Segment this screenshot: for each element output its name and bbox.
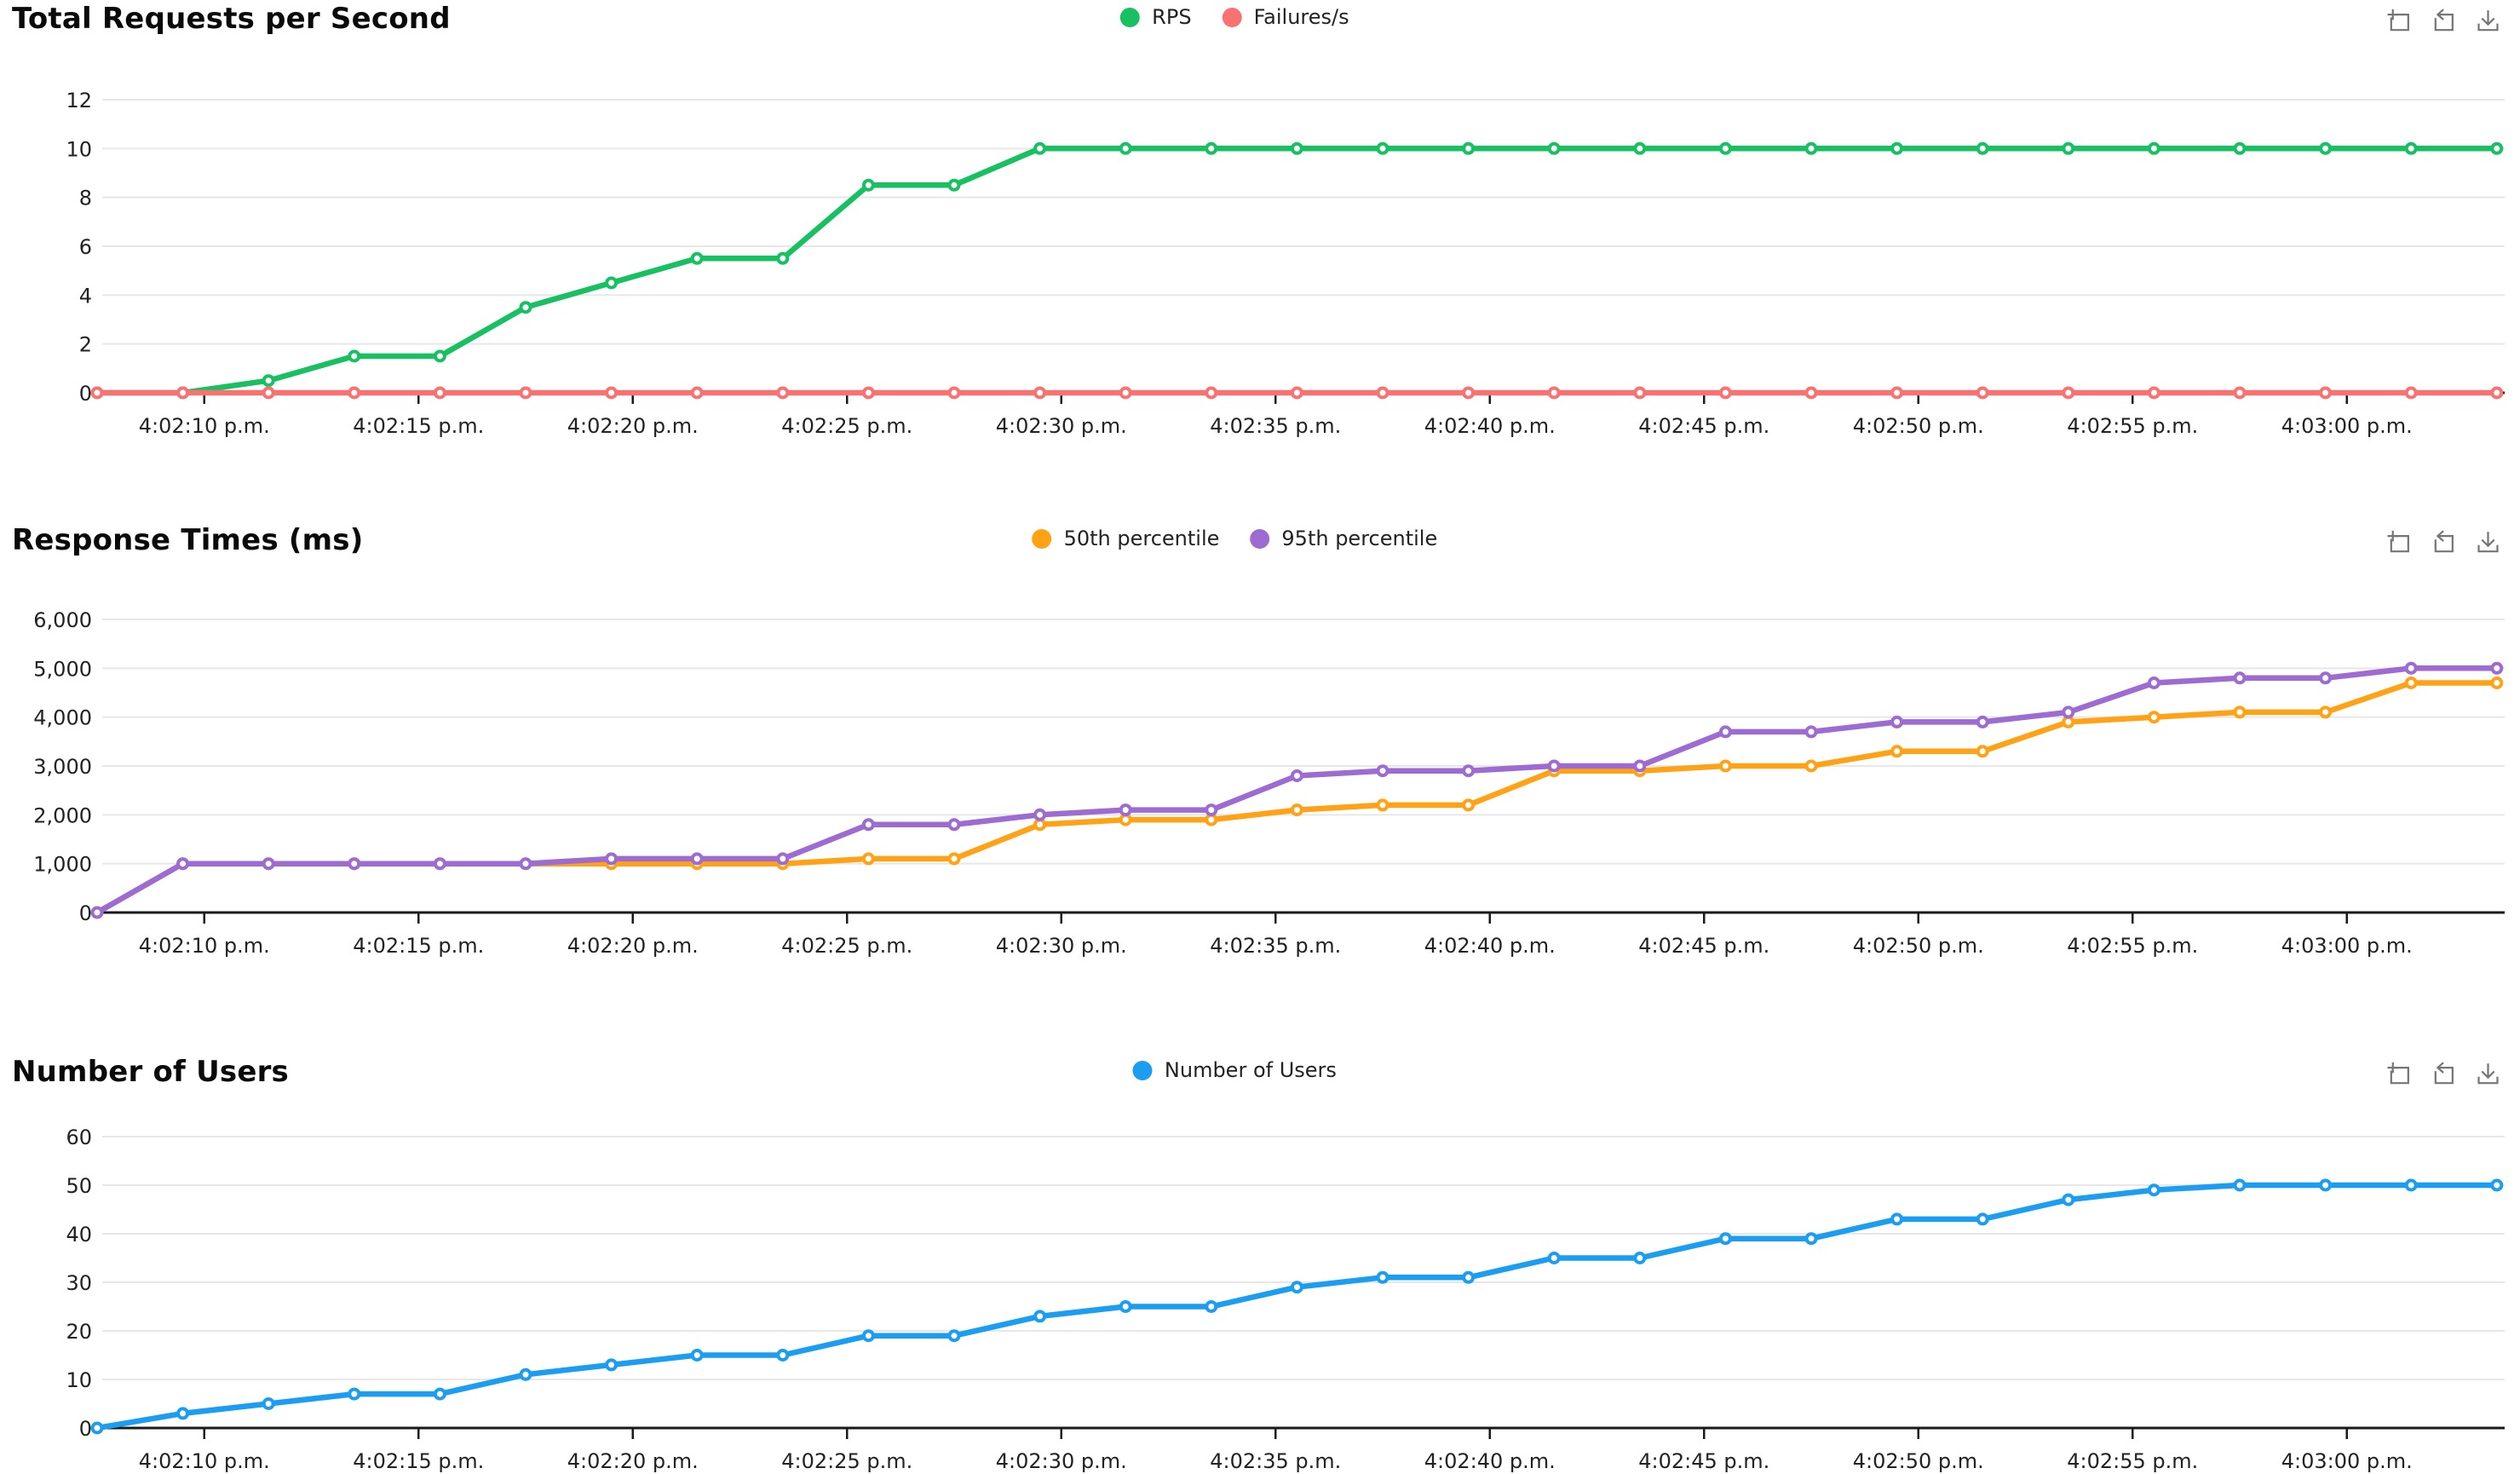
svg-text:4:02:45 p.m.: 4:02:45 p.m. <box>1638 1449 1769 1473</box>
requests-per-second-plot[interactable]: 0 2 4 6 8 10 12 4:02:10 p.m. 4:02:15 p.m. 4:02:20… <box>0 0 2520 510</box>
download-icon[interactable] <box>2475 1062 2501 1088</box>
download-icon[interactable] <box>2475 530 2501 556</box>
legend-marker-icon <box>1132 1060 1153 1080</box>
svg-text:6,000: 6,000 <box>33 608 92 632</box>
svg-text:4:02:15 p.m.: 4:02:15 p.m. <box>353 934 484 958</box>
chart-toolbox <box>2386 9 2501 35</box>
svg-text:4:02:55 p.m.: 4:02:55 p.m. <box>2067 1449 2198 1473</box>
total-rps-chart-section: Total Requests per Second RPS Failures/s … <box>0 0 2520 510</box>
svg-text:4:02:30 p.m.: 4:02:30 p.m. <box>996 1449 1127 1473</box>
svg-text:4:02:55 p.m.: 4:02:55 p.m. <box>2067 934 2198 958</box>
svg-text:4:02:35 p.m.: 4:02:35 p.m. <box>1210 934 1341 958</box>
svg-text:4:02:45 p.m.: 4:02:45 p.m. <box>1638 934 1769 958</box>
legend-item-failures-s[interactable]: Failures/s <box>1222 5 1349 29</box>
svg-text:10: 10 <box>66 137 92 161</box>
svg-text:0: 0 <box>79 1417 92 1441</box>
svg-text:0: 0 <box>79 382 92 406</box>
legend-label: RPS <box>1152 5 1192 29</box>
chart-title: Response Times (ms) <box>12 523 364 557</box>
chart-title: Total Requests per Second <box>12 2 451 36</box>
svg-text:40: 40 <box>66 1223 92 1247</box>
svg-text:10: 10 <box>66 1368 92 1392</box>
svg-text:4:02:20 p.m.: 4:02:20 p.m. <box>567 1449 699 1473</box>
svg-text:4:02:10 p.m.: 4:02:10 p.m. <box>139 414 270 438</box>
svg-text:4:02:20 p.m.: 4:02:20 p.m. <box>567 934 699 958</box>
svg-text:4:02:15 p.m.: 4:02:15 p.m. <box>353 414 484 438</box>
response-times-chart-section: Response Times (ms) 50th percentile 95th … <box>0 510 2520 1038</box>
svg-text:1,000: 1,000 <box>33 853 92 877</box>
restore-icon[interactable] <box>2431 9 2457 35</box>
download-icon[interactable] <box>2475 9 2501 35</box>
svg-text:4:02:25 p.m.: 4:02:25 p.m. <box>781 934 912 958</box>
number-of-users-plot[interactable]: 0 10 20 30 40 50 60 4:02:10 p.m. 4:02:15 p.m. 4:0… <box>0 1038 2520 1474</box>
svg-text:4,000: 4,000 <box>33 706 92 730</box>
svg-text:4:02:40 p.m.: 4:02:40 p.m. <box>1424 934 1556 958</box>
chart-legend: Number of Users <box>1132 1058 1337 1082</box>
svg-text:4:02:10 p.m.: 4:02:10 p.m. <box>139 934 270 958</box>
legend-marker-icon <box>1032 528 1052 549</box>
svg-text:4:02:35 p.m.: 4:02:35 p.m. <box>1210 1449 1341 1473</box>
svg-text:4:02:50 p.m.: 4:02:50 p.m. <box>1853 934 1984 958</box>
svg-text:4:02:20 p.m.: 4:02:20 p.m. <box>567 414 699 438</box>
svg-text:2: 2 <box>79 333 92 357</box>
box-zoom-icon[interactable] <box>2386 530 2413 556</box>
restore-icon[interactable] <box>2431 1062 2457 1088</box>
svg-text:6: 6 <box>79 235 92 259</box>
svg-text:4:02:50 p.m.: 4:02:50 p.m. <box>1853 1449 1984 1473</box>
svg-text:4:02:15 p.m.: 4:02:15 p.m. <box>353 1449 484 1473</box>
box-zoom-icon[interactable] <box>2386 1062 2413 1088</box>
svg-text:12: 12 <box>66 89 92 112</box>
svg-text:50: 50 <box>66 1174 92 1198</box>
chart-legend: RPS Failures/s <box>1120 5 1349 29</box>
svg-text:4:03:00 p.m.: 4:03:00 p.m. <box>2281 1449 2413 1473</box>
legend-marker-icon <box>1222 7 1242 27</box>
svg-text:4:03:00 p.m.: 4:03:00 p.m. <box>2281 414 2413 438</box>
chart-toolbox <box>2386 1062 2501 1088</box>
svg-text:4:02:50 p.m.: 4:02:50 p.m. <box>1853 414 1984 438</box>
svg-text:4:02:25 p.m.: 4:02:25 p.m. <box>781 414 912 438</box>
chart-legend: 50th percentile 95th percentile <box>1032 527 1437 550</box>
svg-text:30: 30 <box>66 1271 92 1295</box>
legend-marker-icon <box>1250 528 1270 549</box>
legend-marker-icon <box>1120 7 1141 27</box>
svg-text:4:02:30 p.m.: 4:02:30 p.m. <box>996 934 1127 958</box>
svg-text:4:02:40 p.m.: 4:02:40 p.m. <box>1424 1449 1556 1473</box>
svg-text:4:02:30 p.m.: 4:02:30 p.m. <box>996 414 1127 438</box>
svg-text:4:02:10 p.m.: 4:02:10 p.m. <box>139 1449 270 1473</box>
svg-text:4:02:25 p.m.: 4:02:25 p.m. <box>781 1449 912 1473</box>
legend-label: Number of Users <box>1164 1058 1337 1082</box>
svg-text:4: 4 <box>79 284 92 308</box>
svg-text:20: 20 <box>66 1320 92 1344</box>
svg-text:8: 8 <box>79 187 92 210</box>
svg-text:4:02:40 p.m.: 4:02:40 p.m. <box>1424 414 1556 438</box>
legend-label: Failures/s <box>1253 5 1349 29</box>
svg-text:3,000: 3,000 <box>33 755 92 779</box>
legend-item-95th-percentile[interactable]: 95th percentile <box>1250 527 1437 550</box>
legend-label: 50th percentile <box>1063 527 1220 550</box>
restore-icon[interactable] <box>2431 530 2457 556</box>
legend-item-50th-percentile[interactable]: 50th percentile <box>1032 527 1220 550</box>
svg-text:5,000: 5,000 <box>33 657 92 681</box>
chart-title: Number of Users <box>12 1055 289 1089</box>
svg-text:0: 0 <box>79 901 92 925</box>
svg-text:4:02:45 p.m.: 4:02:45 p.m. <box>1638 414 1769 438</box>
box-zoom-icon[interactable] <box>2386 9 2413 35</box>
legend-item-number-of-users[interactable]: Number of Users <box>1132 1058 1337 1082</box>
chart-toolbox <box>2386 530 2501 556</box>
svg-text:2,000: 2,000 <box>33 803 92 827</box>
response-times-plot[interactable]: 0 1,000 2,000 3,000 4,000 5,000 6,000 4:02:10 p… <box>0 510 2520 1038</box>
svg-text:4:03:00 p.m.: 4:03:00 p.m. <box>2281 934 2413 958</box>
legend-item-rps[interactable]: RPS <box>1120 5 1192 29</box>
svg-text:4:02:55 p.m.: 4:02:55 p.m. <box>2067 414 2198 438</box>
legend-label: 95th percentile <box>1281 527 1438 550</box>
svg-text:4:02:35 p.m.: 4:02:35 p.m. <box>1210 414 1341 438</box>
svg-text:60: 60 <box>66 1126 92 1149</box>
number-of-users-chart-section: Number of Users Number of Users 0 10 20 30 4… <box>0 1038 2520 1474</box>
